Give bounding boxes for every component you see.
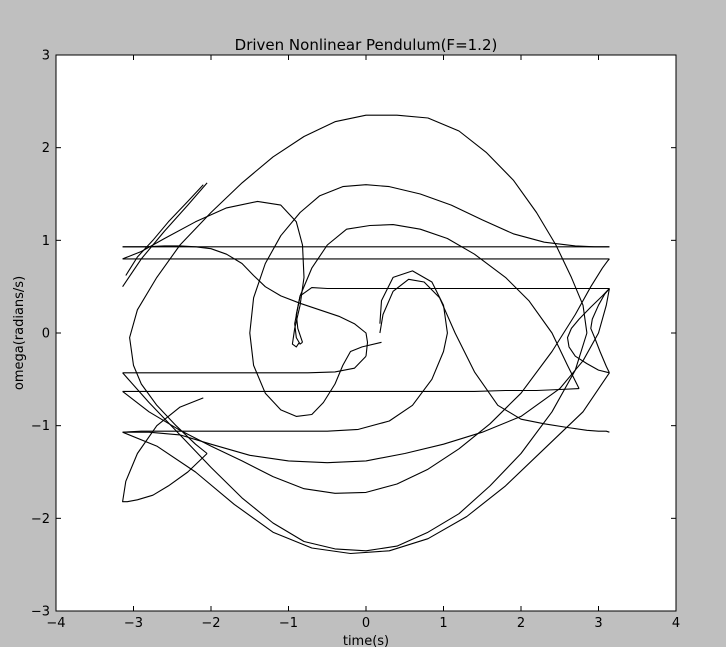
trajectory-segment-0 bbox=[379, 278, 610, 433]
trajectory-segment-13 bbox=[122, 332, 588, 552]
trajectory-segment-17 bbox=[566, 288, 610, 374]
x-tick-label: 4 bbox=[672, 616, 680, 631]
x-tick-label: 3 bbox=[594, 616, 602, 631]
series-layer bbox=[122, 114, 610, 555]
trajectory-segment-5 bbox=[122, 388, 580, 392]
trajectory-segment-1 bbox=[122, 270, 448, 433]
y-tick-label: 1 bbox=[42, 234, 50, 249]
trajectory-segment-15 bbox=[122, 397, 208, 503]
x-tick-label: −4 bbox=[46, 616, 65, 631]
trajectory-segment-6 bbox=[122, 258, 610, 494]
trajectory-segment-18 bbox=[590, 288, 610, 374]
trajectory-segment-11 bbox=[122, 245, 369, 357]
trajectory-segment-19 bbox=[122, 372, 610, 555]
x-tick-label: 2 bbox=[517, 616, 525, 631]
x-tick-label: 1 bbox=[439, 616, 447, 631]
y-axis-label: omega(radians/s) bbox=[12, 276, 27, 390]
trajectory-segment-14 bbox=[129, 114, 588, 454]
trajectory-segment-8 bbox=[122, 200, 305, 348]
trajectory-segment-20 bbox=[125, 184, 204, 276]
trajectory-segment-12 bbox=[122, 355, 367, 374]
x-tick-label: −1 bbox=[279, 616, 298, 631]
y-tick-label: 3 bbox=[42, 49, 50, 64]
y-tick-label: −3 bbox=[31, 605, 50, 620]
y-tick-label: −2 bbox=[31, 512, 50, 527]
y-tick-label: 2 bbox=[42, 141, 50, 156]
x-axis-label: time(s) bbox=[343, 634, 389, 647]
y-tick-label: −1 bbox=[31, 419, 50, 434]
trajectory-segment-16 bbox=[122, 182, 208, 288]
trajectory-segment-4 bbox=[295, 224, 580, 389]
trajectory-segment-9 bbox=[249, 184, 610, 417]
x-tick-label: 0 bbox=[362, 616, 370, 631]
y-tick-label: 0 bbox=[42, 327, 50, 342]
x-tick-label: −3 bbox=[124, 616, 143, 631]
x-tick-label: −2 bbox=[201, 616, 220, 631]
chart-title: Driven Nonlinear Pendulum(F=1.2) bbox=[235, 36, 498, 54]
